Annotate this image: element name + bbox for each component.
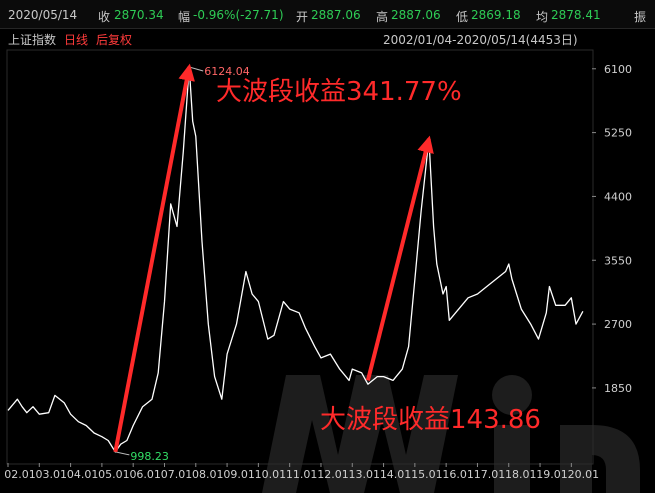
- x-tick-label: 20.01: [568, 468, 600, 481]
- chart-subheader: 上证指数 日线 后复权 2002/01/04-2020/05/14(4453日): [0, 29, 655, 47]
- open-value: 2887.06: [311, 8, 361, 22]
- max-value-label: 6124.04: [204, 65, 250, 78]
- adjust-selector[interactable]: 后复权: [96, 33, 133, 47]
- change-label: 幅: [178, 10, 191, 24]
- annotation-layer: 大波段收益341.77% 大波段收益143.86: [113, 63, 541, 453]
- close-label: 收: [98, 10, 111, 24]
- x-tick-label: 16.01: [442, 468, 474, 481]
- series-layer: [7, 66, 584, 453]
- annotation-label: 大波段收益341.77%: [216, 77, 462, 107]
- change-value: -0.96%(-27.71): [193, 8, 284, 22]
- period-selector[interactable]: 日线: [64, 33, 89, 47]
- min-value-label: 998.23: [130, 450, 169, 463]
- x-tick-label: 05.01: [98, 468, 130, 481]
- x-axis: 02.01 03.01 04.01 05.01 06.01 07.01 08.01 09.01…: [4, 463, 599, 481]
- open-label: 开: [296, 10, 309, 24]
- y-tick-label: 2700: [604, 318, 632, 331]
- annotation-label: 大波段收益143.86: [320, 405, 541, 435]
- avg-value: 2878.41: [551, 8, 601, 22]
- plot-frame: [6, 49, 594, 465]
- quote-info-bar: 2020/05/14 收 2870.34 幅 -0.96%(-27.71) 开 …: [0, 0, 655, 29]
- y-tick-label: 3550: [604, 254, 632, 267]
- growth-arrow: [365, 135, 434, 381]
- index-name[interactable]: 上证指数: [8, 33, 57, 47]
- marker-layer: 6124.04 998.23: [115, 65, 250, 463]
- x-tick-label: 04.01: [67, 468, 99, 481]
- low-label: 低: [456, 10, 469, 24]
- low-value: 2869.18: [471, 8, 521, 22]
- y-tick-label: 5250: [604, 127, 632, 140]
- x-tick-label: 11.01: [286, 468, 318, 481]
- y-tick-label: 6100: [604, 63, 632, 76]
- quote-date: 2020/05/14: [8, 8, 78, 22]
- x-tick-label: 08.01: [192, 468, 224, 481]
- y-tick-label: 1850: [604, 382, 632, 395]
- max-leader-line: [189, 66, 204, 72]
- price-line: [7, 66, 584, 453]
- x-tick-label: 19.01: [536, 468, 568, 481]
- x-tick-label: 06.01: [129, 468, 161, 481]
- x-tick-label: 07.01: [161, 468, 193, 481]
- avg-label: 均: [536, 10, 549, 24]
- x-tick-label: 02.01: [4, 468, 36, 481]
- x-tick-label: 14.01: [380, 468, 412, 481]
- x-tick-label: 13.01: [349, 468, 381, 481]
- date-range: 2002/01/04-2020/05/14(4453日): [383, 33, 578, 47]
- high-value: 2887.06: [391, 8, 441, 22]
- high-label: 高: [376, 10, 389, 24]
- growth-arrow: [113, 63, 195, 453]
- x-tick-label: 17.01: [474, 468, 506, 481]
- x-tick-label: 03.01: [36, 468, 68, 481]
- x-tick-label: 09.01: [223, 468, 255, 481]
- wind-watermark: [262, 375, 640, 493]
- amplitude-label: 振: [634, 10, 647, 24]
- min-leader-line: [115, 451, 130, 456]
- x-tick-label: 15.01: [411, 468, 443, 481]
- x-tick-label: 18.01: [505, 468, 537, 481]
- x-tick-label: 10.01: [255, 468, 287, 481]
- y-tick-label: 4400: [604, 190, 632, 203]
- x-tick-label: 12.01: [317, 468, 349, 481]
- y-axis: 1850 2700 3550 4400 5250 6100: [592, 63, 632, 395]
- close-value: 2870.34: [114, 8, 164, 22]
